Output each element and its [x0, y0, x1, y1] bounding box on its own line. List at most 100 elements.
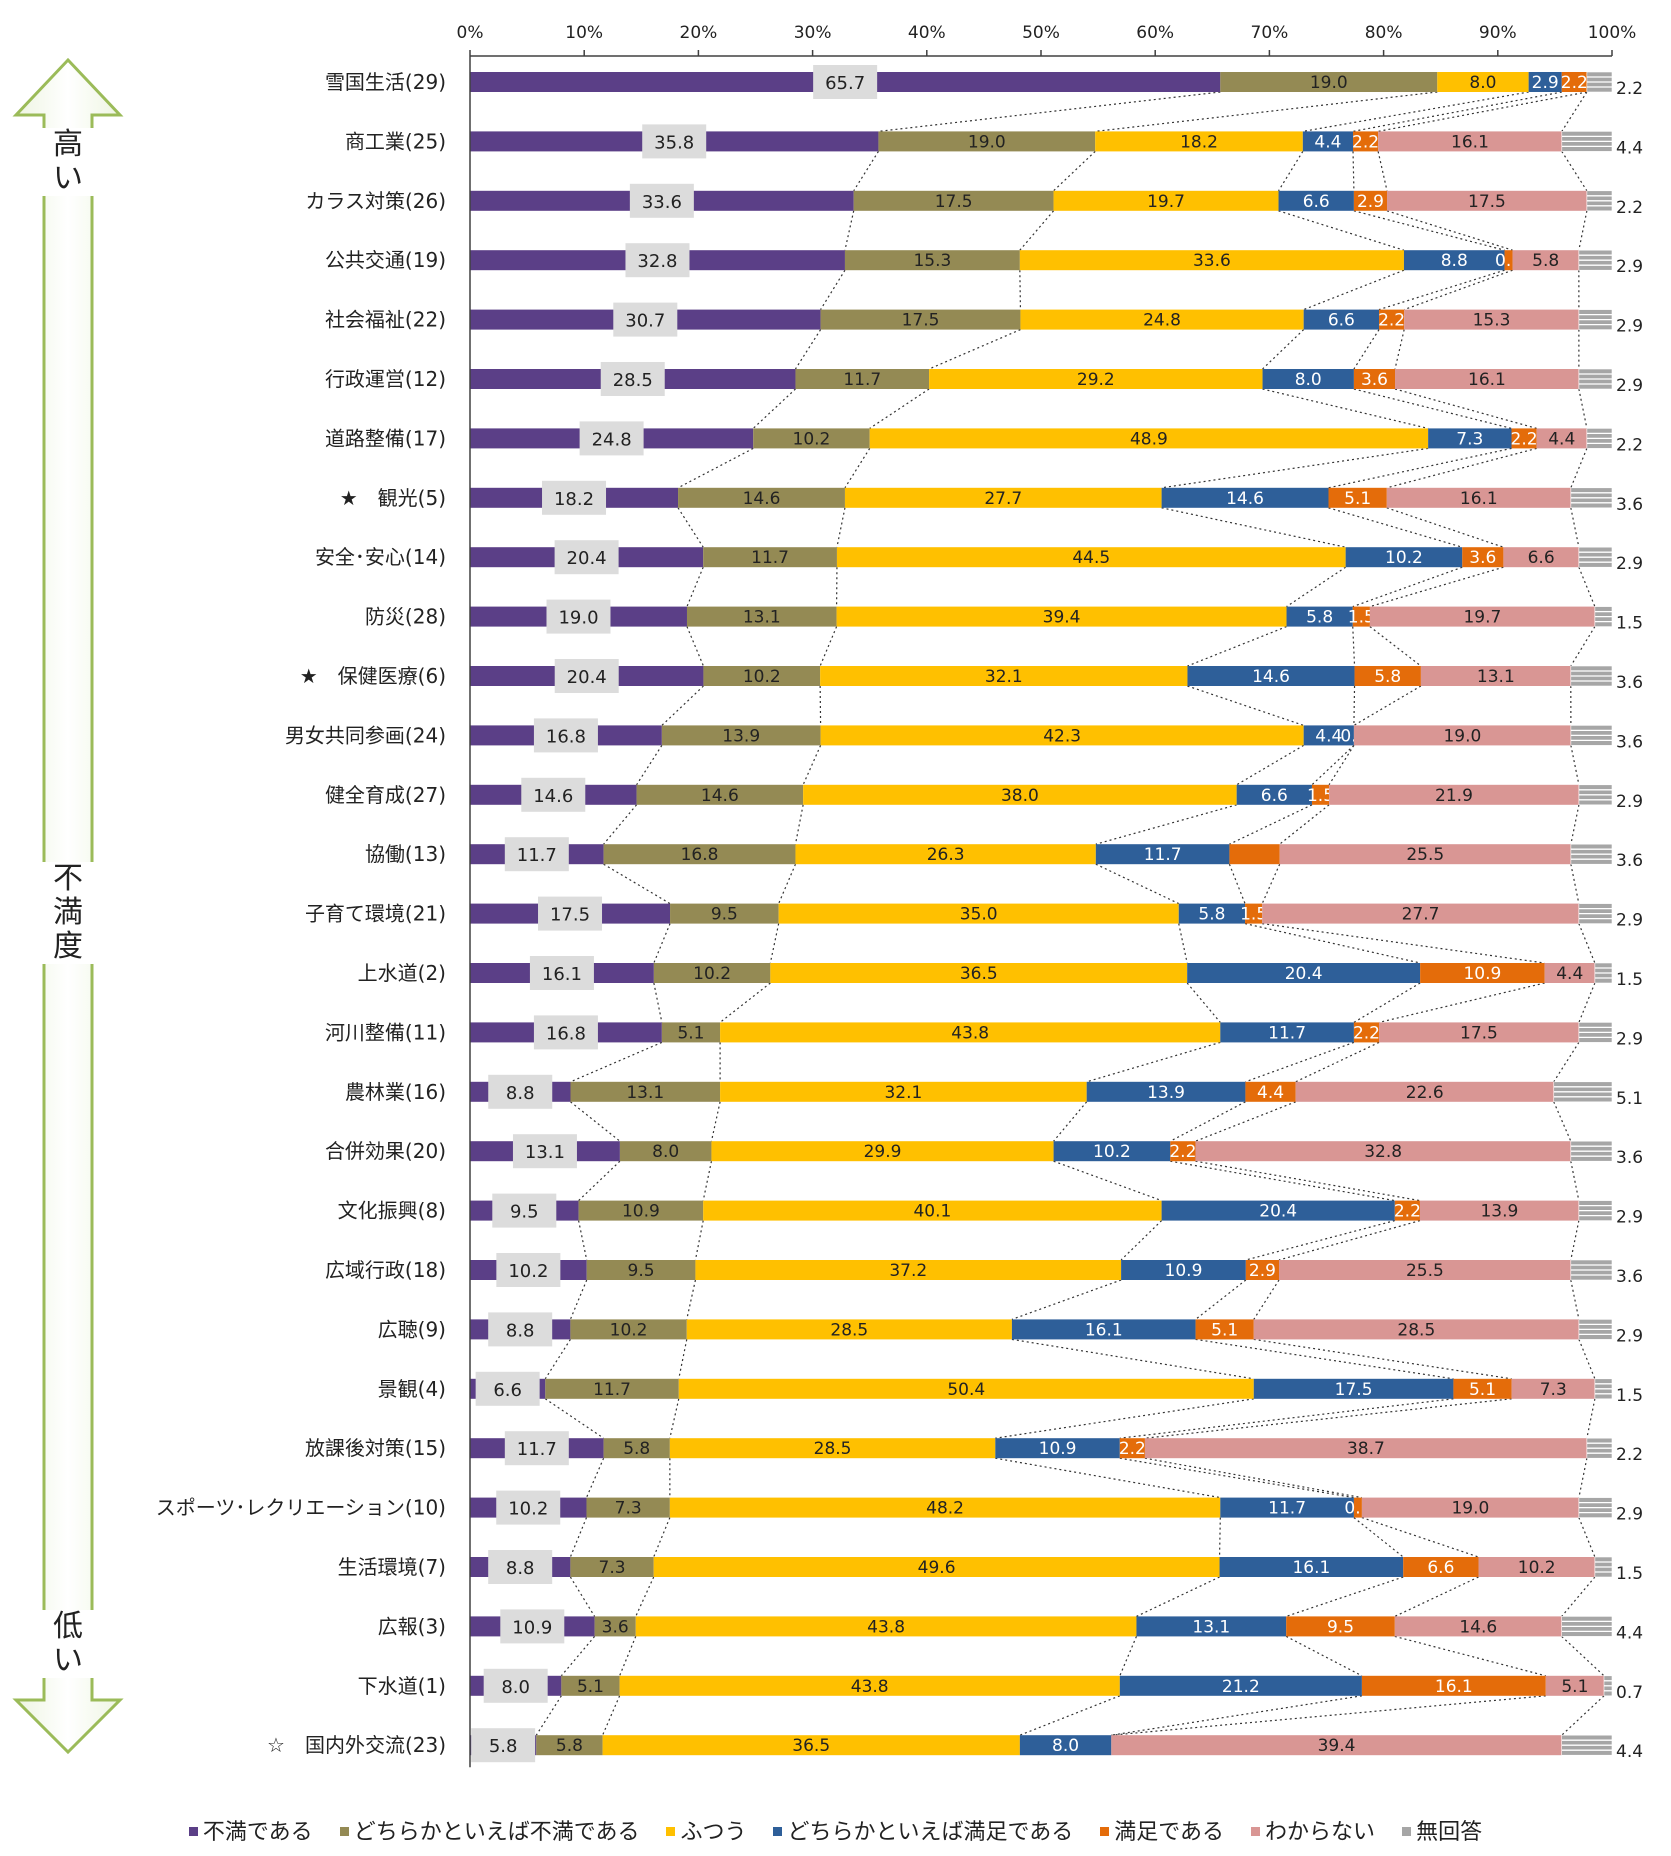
connector-line [1578, 210, 1588, 251]
value-label: 18.2 [554, 489, 594, 510]
value-label: 4.4 [1315, 726, 1342, 746]
connector-line [1095, 91, 1438, 132]
connector-line [1228, 863, 1246, 904]
value-label: 5.8 [1306, 608, 1333, 628]
connector-line [1011, 1338, 1254, 1380]
bar-segment [686, 606, 837, 627]
value-label: 50.4 [947, 1380, 985, 1400]
value-label: 10.2 [1093, 1142, 1131, 1162]
connector-line [1353, 685, 1422, 726]
legend-item: 無回答 [1402, 1818, 1482, 1848]
bar-segment [1536, 428, 1587, 449]
connector-line [1286, 566, 1346, 608]
bar-segment [1511, 428, 1537, 449]
bar-segment [1161, 1200, 1395, 1221]
value-label: 7.3 [599, 1558, 626, 1578]
value-label: 5.8 [623, 1439, 650, 1459]
connector-line [677, 507, 704, 548]
value-label: 1.5 [1616, 1564, 1643, 1584]
value-label: 10.9 [512, 1617, 552, 1638]
value-label: 2.9 [1616, 1505, 1643, 1525]
value-label: 14.6 [533, 786, 573, 807]
connector-line [928, 329, 1021, 370]
value-label: 2.9 [1616, 792, 1643, 812]
bar-segment [1253, 1319, 1579, 1340]
value-label: 3.6 [1616, 732, 1643, 752]
connector-line [1369, 626, 1422, 667]
connector-line [702, 1161, 713, 1201]
connector-line [570, 1041, 663, 1083]
value-label: 3.6 [1616, 851, 1643, 871]
bar-segment [1353, 725, 1571, 746]
connector-line [1394, 1576, 1479, 1617]
value-label: 32.1 [884, 1083, 922, 1103]
category-label: 文化振興(8) [338, 1199, 446, 1223]
connector-line [1302, 91, 1529, 132]
value-label-box [533, 718, 598, 753]
value-label: 16.1 [1451, 132, 1489, 152]
connector-line [1279, 804, 1330, 845]
value-label: 14.6 [1226, 489, 1264, 509]
bar-segment [1019, 250, 1404, 271]
connector-line [1570, 745, 1580, 785]
connector-line [1352, 566, 1463, 608]
legend-swatch [1251, 1826, 1261, 1836]
connector-line [686, 626, 704, 667]
connector-line [1578, 1458, 1588, 1498]
connector-line [844, 210, 855, 251]
connector-line [1019, 1695, 1121, 1736]
bar-segment [720, 1081, 1087, 1102]
connector-line [1386, 210, 1513, 251]
value-label: 17.5 [1460, 1023, 1498, 1043]
value-label: 11.7 [751, 548, 789, 568]
connector-line [1262, 923, 1545, 964]
bar-segment [653, 963, 771, 983]
value-label: 21.9 [1435, 786, 1473, 806]
bar-segment [1353, 131, 1379, 152]
legend-swatch [666, 1826, 676, 1836]
connector-line [778, 863, 797, 904]
value-label: 4.4 [1257, 1083, 1284, 1103]
connector-line [569, 1517, 588, 1558]
connector-line [1311, 744, 1355, 786]
bar-segment [1236, 784, 1312, 805]
connector-line [1328, 507, 1463, 548]
bar-segment [1478, 1557, 1595, 1577]
x-tick-label: 80% [1365, 23, 1403, 43]
value-label: 43.8 [867, 1617, 905, 1637]
connector-line [769, 923, 780, 964]
connector-line [1262, 329, 1305, 370]
category-label: ★ 観光(5) [340, 486, 446, 510]
value-label-box [529, 956, 594, 990]
category-label: ☆ 国内外交流(23) [267, 1733, 446, 1757]
value-label: 19.7 [1147, 192, 1185, 212]
value-label: 5.1 [577, 1677, 604, 1697]
connector-line [661, 685, 704, 726]
connector-line [836, 507, 846, 548]
value-label: 17.5 [550, 905, 590, 926]
bar-segment [1278, 190, 1354, 211]
value-label: 25.5 [1406, 845, 1444, 865]
bar-segment [1545, 1675, 1605, 1696]
connector-line [1378, 982, 1545, 1023]
bar-segment [703, 1200, 1162, 1221]
bar-segment [1394, 1200, 1420, 1221]
connector-line [653, 982, 663, 1023]
bar-segment [1187, 666, 1355, 686]
connector-line [1570, 1161, 1580, 1201]
bar-segment [1086, 1081, 1246, 1102]
value-label-box [492, 1193, 557, 1228]
value-label: 3.6 [1616, 673, 1643, 693]
bar-segment [1245, 1081, 1296, 1102]
connector-line [1361, 1517, 1479, 1558]
value-label: 32.8 [637, 251, 677, 272]
bar-segment [1395, 369, 1579, 389]
bar-segment [1020, 309, 1304, 330]
value-label: 2.2 [1378, 311, 1405, 331]
connector-line [1161, 507, 1346, 548]
connector-line [1218, 1517, 1221, 1558]
value-label: 3.6 [1361, 370, 1388, 390]
value-label: 7.3 [1456, 429, 1483, 449]
value-label: 3.6 [1616, 1267, 1643, 1287]
bar-segment [1161, 487, 1329, 508]
